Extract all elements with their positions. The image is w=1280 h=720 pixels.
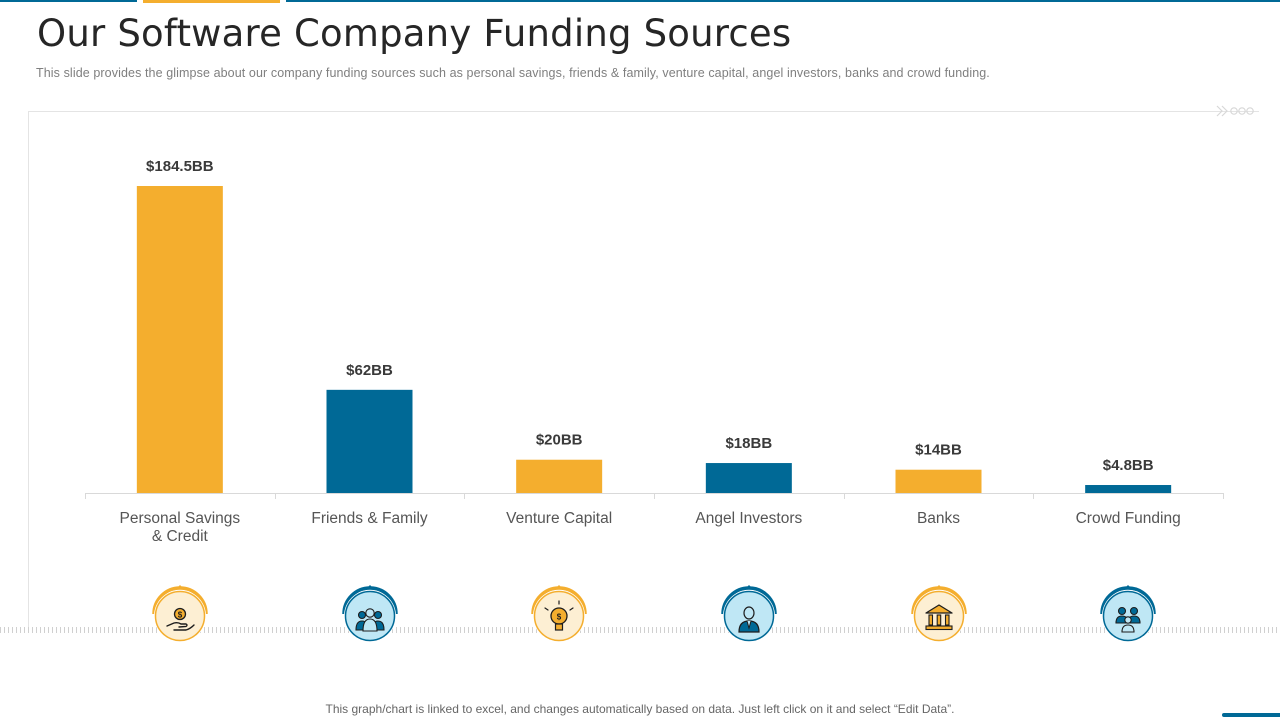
top-accent-line-middle: [143, 0, 280, 3]
bar-2[interactable]: [326, 389, 413, 493]
bar-value-label-5: $14BB: [915, 442, 962, 459]
svg-text:$: $: [557, 613, 562, 622]
bar-3[interactable]: [516, 459, 603, 493]
bar-6[interactable]: [1085, 485, 1172, 493]
bar-value-label-6: $4.8BB: [1103, 457, 1154, 474]
bar-4[interactable]: [705, 463, 792, 493]
investor-icon: [719, 584, 779, 646]
bank-icon: [909, 584, 969, 646]
bar-5[interactable]: [895, 469, 982, 493]
page-title: Our Software Company Funding Sources: [37, 12, 792, 55]
lightbulb-icon: $: [529, 584, 589, 646]
category-label-6: Crowd Funding: [1076, 510, 1181, 527]
category-label-line: Angel Investors: [695, 510, 802, 527]
category-label-4: Angel Investors: [695, 510, 802, 527]
category-label-line: Friends & Family: [311, 510, 428, 527]
category-label-line: Crowd Funding: [1076, 510, 1181, 527]
category-label-1: Personal Savings & Credit: [120, 510, 241, 545]
footer-note: This graph/chart is linked to excel, and…: [325, 702, 955, 716]
bar-value-label-3: $20BB: [536, 432, 583, 449]
decorative-dots-icon: [1216, 105, 1254, 117]
chart-frame[interactable]: [28, 111, 1259, 632]
bar-value-label-2: $62BB: [346, 362, 393, 379]
dashed-divider: [0, 627, 1280, 633]
bar-value-label-4: $18BB: [725, 435, 772, 452]
category-label-2: Friends & Family: [311, 510, 428, 527]
corner-accent-bar: [1222, 713, 1280, 717]
hand-coin-icon: $: [150, 584, 210, 646]
bar-1[interactable]: [136, 186, 223, 493]
svg-text:$: $: [178, 611, 183, 620]
category-label-3: Venture Capital: [506, 510, 612, 527]
bar-value-label-1: $184.5BB: [146, 158, 214, 175]
category-label-5: Banks: [917, 510, 960, 527]
top-accent-line-left: [0, 0, 137, 2]
page-subtitle: This slide provides the glimpse about ou…: [36, 66, 990, 80]
top-accent-line-right: [286, 0, 1280, 2]
category-label-line: Venture Capital: [506, 510, 612, 527]
group-icon: [340, 584, 400, 646]
crowd-icon: [1098, 584, 1158, 646]
category-label-line: Personal Savings: [120, 510, 241, 527]
category-label-line: & Credit: [152, 528, 209, 545]
category-label-line: Banks: [917, 510, 960, 527]
